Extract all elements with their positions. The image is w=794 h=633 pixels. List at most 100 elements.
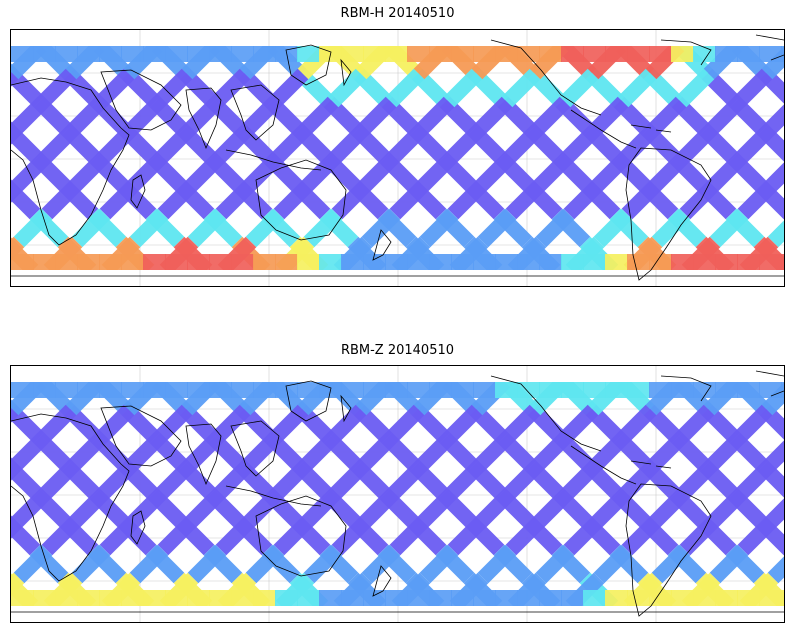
polar-band-segment xyxy=(539,46,562,62)
swath-segment xyxy=(187,544,227,584)
swath-segment xyxy=(679,516,719,556)
swath-segment xyxy=(329,460,369,500)
swath-segment xyxy=(709,208,749,248)
polar-band-segment xyxy=(363,46,386,62)
polar-band-segment xyxy=(495,382,518,398)
swath-segment xyxy=(501,68,541,108)
swath-segment xyxy=(559,68,599,108)
polar-band-segment xyxy=(143,254,166,270)
polar-band-segment xyxy=(737,46,760,62)
swath-segment xyxy=(591,152,631,192)
polar-band-segment xyxy=(341,46,364,62)
swath-segment xyxy=(443,68,483,108)
swath-segment xyxy=(185,152,225,192)
polar-band-segment xyxy=(209,254,232,270)
swath-segment xyxy=(561,460,601,500)
polar-band-segment xyxy=(781,382,784,398)
swath-segment xyxy=(129,208,169,248)
coastline-path xyxy=(285,44,332,86)
polar-band-segment xyxy=(671,46,694,62)
swath-segment xyxy=(241,432,281,472)
swath-segment xyxy=(445,124,485,164)
polar-band-segment xyxy=(33,382,56,398)
swath-segment xyxy=(245,544,285,584)
swath-segment xyxy=(153,68,193,108)
polar-band-segment xyxy=(55,46,78,62)
swath-segment xyxy=(767,220,784,248)
polar-band-segment xyxy=(737,254,760,270)
polar-band-segment xyxy=(77,254,100,270)
swath-segment xyxy=(41,180,81,220)
swath-segment xyxy=(11,572,25,597)
swath-segment xyxy=(11,72,19,87)
polar-band-segment xyxy=(605,46,628,62)
swath-segment xyxy=(71,208,111,248)
coastline-path xyxy=(660,375,712,402)
polar-band-segment xyxy=(759,382,782,398)
swath-segment xyxy=(417,152,457,192)
polar-band-segment xyxy=(429,590,452,606)
polar-band-segment xyxy=(737,590,760,606)
polar-band-segment xyxy=(539,382,562,398)
swath-segment xyxy=(183,96,223,136)
swath-segment xyxy=(505,516,545,556)
polar-band-segment xyxy=(583,254,606,270)
swath-segment xyxy=(125,96,165,136)
polar-band-segment xyxy=(451,254,474,270)
swath-segment xyxy=(11,180,23,203)
polar-band-segment xyxy=(407,254,430,270)
swath-segment xyxy=(531,96,571,136)
swath-segment xyxy=(241,96,281,136)
swath-segment xyxy=(707,488,747,528)
polar-band-segment xyxy=(649,254,672,270)
polar-band-segment xyxy=(121,590,144,606)
swath-segment xyxy=(445,460,485,500)
polar-band-segment xyxy=(231,254,254,270)
polar-band-segment xyxy=(561,382,584,398)
polar-band-segment xyxy=(297,254,320,270)
swath-segment xyxy=(589,96,629,136)
swath-segment xyxy=(359,488,399,528)
polar-band-segment xyxy=(187,46,210,62)
swath-segment xyxy=(213,460,253,500)
polar-band-segment xyxy=(759,46,782,62)
coastline-path xyxy=(630,460,652,465)
swath-segment xyxy=(419,208,459,248)
swath-segment xyxy=(417,488,457,528)
swath-segment xyxy=(447,516,487,556)
polar-band-segment xyxy=(627,254,650,270)
swath-segment xyxy=(447,180,487,220)
swath-segment xyxy=(299,96,339,136)
polar-band-segment xyxy=(11,382,34,398)
polar-band-segment xyxy=(341,382,364,398)
swath-segment xyxy=(593,544,633,584)
swath-segment xyxy=(677,124,717,164)
polar-band-segment xyxy=(11,46,34,62)
swath-segment xyxy=(99,180,139,220)
swath-segment xyxy=(357,96,397,136)
swath-segment xyxy=(389,516,429,556)
polar-band-segment xyxy=(605,590,628,606)
swath-segment xyxy=(531,432,571,472)
swath-segment xyxy=(385,404,425,444)
polar-band-segment xyxy=(297,382,320,398)
swath-segment xyxy=(649,152,689,192)
coastline-path xyxy=(225,485,322,507)
swath-segment xyxy=(187,208,227,248)
swath-segment xyxy=(385,68,425,108)
polar-band-segment xyxy=(473,254,496,270)
polar-band-segment xyxy=(407,590,430,606)
swath-segment xyxy=(619,460,659,500)
polar-band-segment xyxy=(627,46,650,62)
swath-segment xyxy=(95,68,135,108)
polar-band-segment xyxy=(99,590,122,606)
swath-segment xyxy=(271,460,311,500)
polar-band-segment xyxy=(297,46,320,62)
swath-segment xyxy=(67,432,107,472)
map-plot-rbm-z xyxy=(11,366,784,622)
coastline-path xyxy=(490,39,602,116)
polar-band-segment xyxy=(55,382,78,398)
polar-band-segment xyxy=(231,46,254,62)
polar-band-segment xyxy=(55,590,78,606)
coastline-path xyxy=(372,565,392,597)
